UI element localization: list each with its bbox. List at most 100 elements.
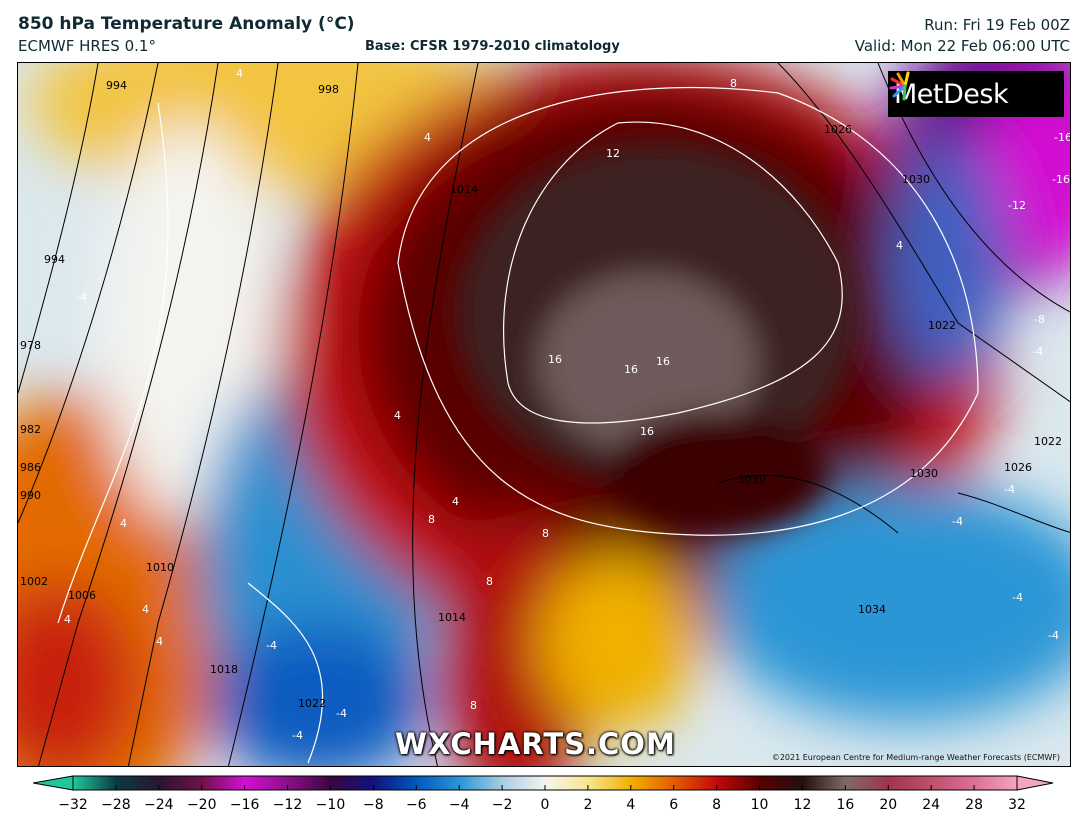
anomaly-label: -4 [1048, 629, 1059, 642]
isobar-label: 1006 [68, 589, 96, 602]
colorbar-tick-label: −32 [58, 797, 88, 813]
anomaly-label: 4 [64, 613, 71, 626]
climatology-base: Base: CFSR 1979-2010 climatology [365, 39, 620, 54]
anomaly-map: 994 998 994 978 982 986 990 1002 1006 10… [17, 62, 1071, 767]
anomaly-label: 16 [624, 363, 638, 376]
anomaly-label: -4 [292, 729, 303, 742]
logo-text: MetDesk [894, 78, 1009, 110]
isobar-label: 1026 [1004, 461, 1032, 474]
isobar-label: 1030 [910, 467, 938, 480]
map-field [18, 63, 1070, 766]
anomaly-label: 4 [236, 67, 243, 80]
pinwheel-icon [889, 71, 910, 101]
colorbar-segment [330, 776, 374, 790]
isobar-label: 1018 [210, 663, 238, 676]
colorbar-segment [459, 776, 503, 790]
colorbar-segment [888, 776, 932, 790]
anomaly-label: -12 [1008, 199, 1026, 212]
isobar-label: 1014 [450, 183, 478, 196]
colorbar-segment [73, 776, 117, 790]
colorbar-segment [974, 776, 1018, 790]
colorbar-tick-label: −2 [491, 797, 513, 813]
colorbar-tick-label: 24 [922, 797, 941, 813]
valid-time: Valid: Mon 22 Feb 06:00 UTC [854, 37, 1070, 55]
anomaly-label: -4 [266, 639, 277, 652]
isobar-label: 986 [20, 461, 41, 474]
anomaly-label: 16 [548, 353, 562, 366]
colorbar-tick-label: −12 [272, 797, 303, 813]
anomaly-label: 4 [452, 495, 459, 508]
isobar-label: 1022 [298, 697, 326, 710]
metdesk-logo: MetDesk [888, 71, 1064, 117]
colorbar-segment [244, 776, 289, 790]
isobar-label: 1010 [146, 561, 174, 574]
colorbar-tick-label: 10 [750, 797, 769, 813]
isobar-label: 1030 [738, 473, 766, 486]
colorbar-segment [287, 776, 331, 790]
colorbar-tick-label: −16 [229, 797, 260, 813]
isobar-label: 994 [44, 253, 65, 266]
run-time: Run: Fri 19 Feb 00Z [924, 16, 1070, 34]
colorbar-tick-label: 20 [879, 797, 898, 813]
isobars [18, 63, 1070, 766]
colorbar-tick-label: 4 [626, 797, 636, 813]
isobar-label: 1002 [20, 575, 48, 588]
colorbar-segment [716, 776, 761, 790]
anomaly-label: -16 [1054, 131, 1071, 144]
colorbar-segment [673, 776, 718, 790]
anomaly-label: 8 [730, 77, 737, 90]
colorbar-tick-label: 8 [712, 797, 722, 813]
isobar-label: 998 [318, 83, 339, 96]
colorbar-segment [158, 776, 203, 790]
colorbar-tick-label: −6 [405, 797, 427, 813]
isobar-label: 1022 [928, 319, 956, 332]
colorbar-segment [759, 776, 803, 790]
model-name: ECMWF HRES 0.1° [18, 37, 156, 55]
colorbar-max-arrow [1016, 775, 1054, 791]
colorbar-segment [545, 776, 589, 790]
colorbar-tick-label: −4 [448, 797, 470, 813]
colorbar-tick-label: 32 [1008, 797, 1026, 813]
anomaly-label: -16 [1052, 173, 1070, 186]
colorbar-tick-label: 6 [669, 797, 679, 813]
anomaly-label: 16 [640, 425, 654, 438]
anomaly-label: 8 [486, 575, 493, 588]
anomaly-label: -4 [952, 515, 963, 528]
colorbar-tick-label: 2 [583, 797, 593, 813]
isobar-label: 982 [20, 423, 41, 436]
anomaly-label: -4 [1032, 345, 1043, 358]
anomaly-label: 8 [470, 699, 477, 712]
watermark: WXCHARTS.COM [395, 727, 676, 761]
isobar-label: 1026 [824, 123, 852, 136]
isobar-label: 994 [106, 79, 127, 92]
colorbar-min-arrow [33, 775, 74, 791]
colorbar-tick-label: −8 [363, 797, 384, 813]
isobar-label: 1030 [902, 173, 930, 186]
anomaly-label: 8 [428, 513, 435, 526]
anomaly-label: 4 [896, 239, 903, 252]
colorbar-tick-label: 28 [965, 797, 983, 813]
anomaly-label: -8 [1034, 313, 1045, 326]
anomaly-label: -4 [1012, 591, 1023, 604]
chart-title: 850 hPa Temperature Anomaly (°C) [18, 14, 355, 34]
colorbar-segment [802, 776, 846, 790]
colorbar-tick-label: 12 [793, 797, 812, 813]
anomaly-label: 4 [120, 517, 127, 530]
isobar-label: 1034 [858, 603, 886, 616]
colorbar [33, 775, 1054, 791]
colorbar-tick-label: 0 [540, 797, 550, 813]
anomaly-contours [57, 86, 979, 764]
isobar-label: 1014 [438, 611, 466, 624]
colorbar-segment [931, 776, 975, 790]
colorbar-segment [373, 776, 417, 790]
colorbar-segment [845, 776, 889, 790]
isobar-label: 990 [20, 489, 41, 502]
colorbar-segment [630, 776, 675, 790]
anomaly-label: 8 [542, 527, 549, 540]
isobar-label: 1022 [1034, 435, 1062, 448]
colorbar-segment [502, 776, 546, 790]
anomaly-label: 16 [656, 355, 670, 368]
colorbar-tick-label: −10 [315, 797, 346, 813]
colorbar-segment [416, 776, 460, 790]
anomaly-label: -4 [336, 707, 347, 720]
